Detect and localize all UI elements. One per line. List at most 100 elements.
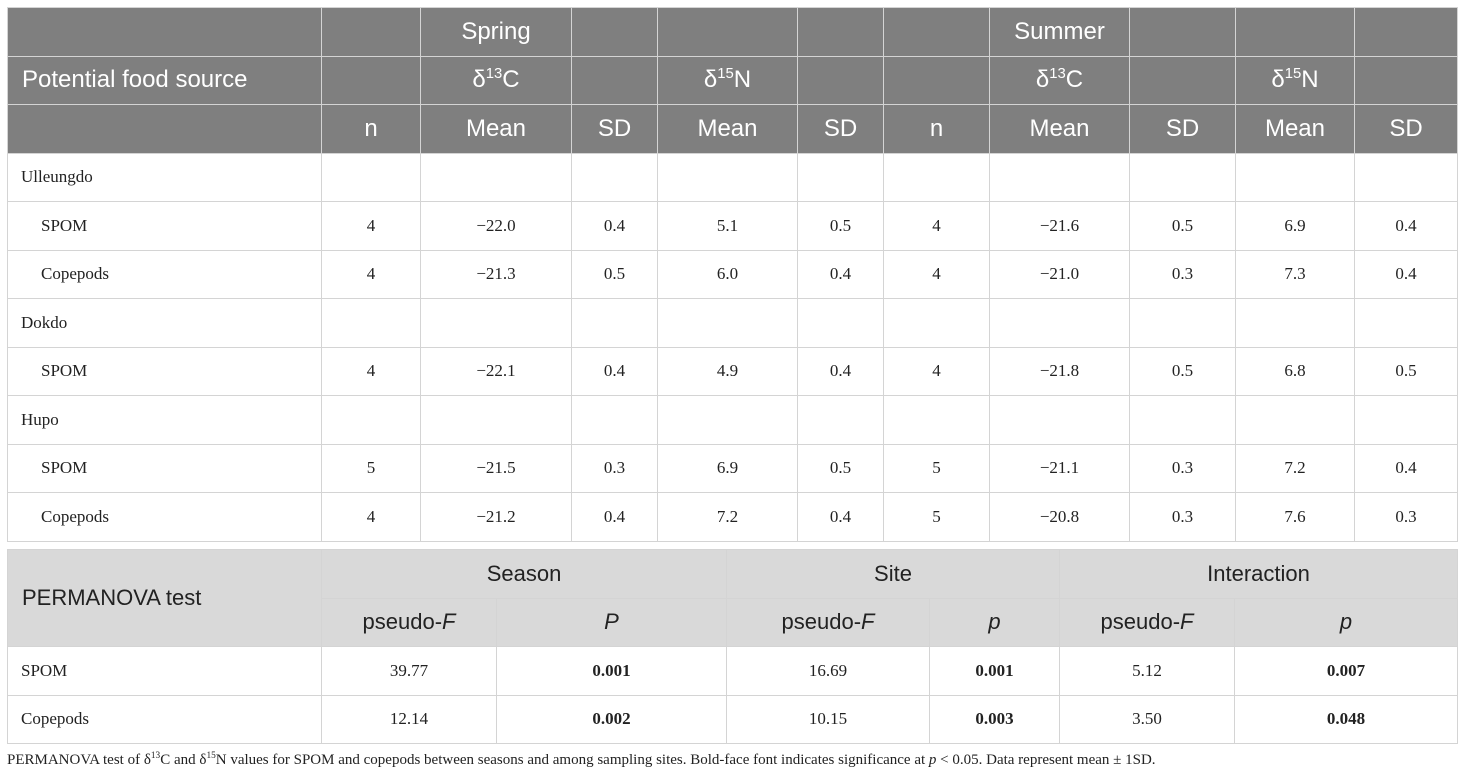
source-name: Copepods [7,492,322,542]
cell: 0.3 [1129,492,1236,542]
cell: 7.2 [657,492,798,542]
cell: −21.1 [989,443,1130,493]
table-row: Copepods 4 −21.3 0.5 6.0 0.4 4 −21.0 0.3… [7,249,1458,299]
season-p-header: P [496,597,727,647]
isotope-header-row: Potential food source δ13C δ15N δ13C δ15… [7,55,1458,105]
cell: 0.007 [1234,646,1458,696]
cell: 4 [321,346,421,396]
cell: 4 [321,492,421,542]
cell: 6.9 [657,443,798,493]
cell: 0.001 [929,646,1060,696]
permanova-group-header-row: PERMANOVA test Season Site Interaction [7,549,1458,647]
summer-n-sd-header: SD [1354,104,1458,154]
source-name: SPOM [7,346,322,396]
cell: −22.1 [420,346,572,396]
spring-n-header: n [321,104,421,154]
cell: −21.2 [420,492,572,542]
spring-header: Spring [420,7,572,57]
table-row: Copepods 4 −21.2 0.4 7.2 0.4 5 −20.8 0.3… [7,492,1458,542]
source-name: Copepods [7,249,322,299]
cell: 7.2 [1235,443,1355,493]
permanova-stat-header-row: pseudo-F P pseudo-F p pseudo-F p [8,597,1458,647]
cell: 0.4 [797,346,884,396]
cell: 0.3 [1129,249,1236,299]
cell: 39.77 [321,646,497,696]
cell: −21.3 [420,249,572,299]
cell: 0.5 [797,443,884,493]
site-row: Dokdo [7,298,1458,348]
food-source-header: Potential food source [7,55,322,105]
cell: 12.14 [321,694,497,744]
summer-c-sd-header: SD [1129,104,1236,154]
summer-header: Summer [989,7,1130,57]
cell: 0.4 [571,492,658,542]
source-name: Copepods [7,694,322,744]
cell: 0.5 [1129,201,1236,251]
cell: 4 [883,201,990,251]
source-name: SPOM [7,201,322,251]
table-row: SPOM 39.77 0.001 16.69 0.001 5.12 0.007 [7,646,1458,696]
cell: 0.4 [571,346,658,396]
cell: 16.69 [726,646,930,696]
cell: 0.003 [929,694,1060,744]
spring-n-mean-header: Mean [657,104,798,154]
cell: 4.9 [657,346,798,396]
summer-d13c-header: δ13C [989,55,1130,105]
season-header-row: Spring Summer [7,7,1458,57]
cell: 0.5 [1354,346,1458,396]
table-row: SPOM 4 −22.0 0.4 5.1 0.5 4 −21.6 0.5 6.9… [7,201,1458,251]
cell: −21.8 [989,346,1130,396]
table-footnote: PERMANOVA test of δ13C and δ15N values f… [7,751,1156,768]
cell: 6.8 [1235,346,1355,396]
table-row: SPOM 4 −22.1 0.4 4.9 0.4 4 −21.8 0.5 6.8… [7,346,1458,396]
cell: 5 [883,443,990,493]
cell: −20.8 [989,492,1130,542]
cell: 0.4 [571,201,658,251]
table-row: Copepods 12.14 0.002 10.15 0.003 3.50 0.… [7,694,1458,744]
cell: 0.5 [797,201,884,251]
season-pseudo-f-header: pseudo-F [321,597,497,647]
site-pseudo-f-header: pseudo-F [726,597,930,647]
cell: 4 [321,201,421,251]
cell: −22.0 [420,201,572,251]
cell: 5 [321,443,421,493]
isotope-table: Spring Summer Potential food source δ13C… [7,7,1458,542]
cell: 0.3 [1129,443,1236,493]
spring-c-mean-header: Mean [420,104,572,154]
cell: 0.5 [1129,346,1236,396]
interaction-p-header: p [1234,597,1458,647]
permanova-title: PERMANOVA test [7,549,322,647]
site-name: Hupo [7,395,322,445]
summer-d15n-header: δ15N [1235,55,1355,105]
spring-d15n-header: δ15N [657,55,798,105]
summer-c-mean-header: Mean [989,104,1130,154]
cell: 0.4 [1354,249,1458,299]
cell: 0.4 [1354,443,1458,493]
cell: 6.9 [1235,201,1355,251]
site-header: Site [726,549,1060,599]
site-name: Dokdo [7,298,322,348]
cell: 10.15 [726,694,930,744]
table-row: SPOM 5 −21.5 0.3 6.9 0.5 5 −21.1 0.3 7.2… [7,443,1458,493]
cell: 6.0 [657,249,798,299]
cell: 7.6 [1235,492,1355,542]
cell: 0.3 [571,443,658,493]
cell: 0.4 [797,492,884,542]
season-header: Season [321,549,727,599]
summer-n-header: n [883,104,990,154]
cell: 7.3 [1235,249,1355,299]
cell: 0.4 [797,249,884,299]
cell: 0.3 [1354,492,1458,542]
cell: 0.002 [496,694,727,744]
summer-n-mean-header: Mean [1235,104,1355,154]
cell: 3.50 [1059,694,1235,744]
spring-c-sd-header: SD [571,104,658,154]
cell: 4 [883,346,990,396]
cell: 0.048 [1234,694,1458,744]
stat-header-row: n Mean SD Mean SD n Mean SD Mean SD [7,104,1458,154]
interaction-pseudo-f-header: pseudo-F [1059,597,1235,647]
cell: 0.4 [1354,201,1458,251]
source-name: SPOM [7,443,322,493]
site-name: Ulleungdo [7,152,322,202]
interaction-header: Interaction [1059,549,1458,599]
